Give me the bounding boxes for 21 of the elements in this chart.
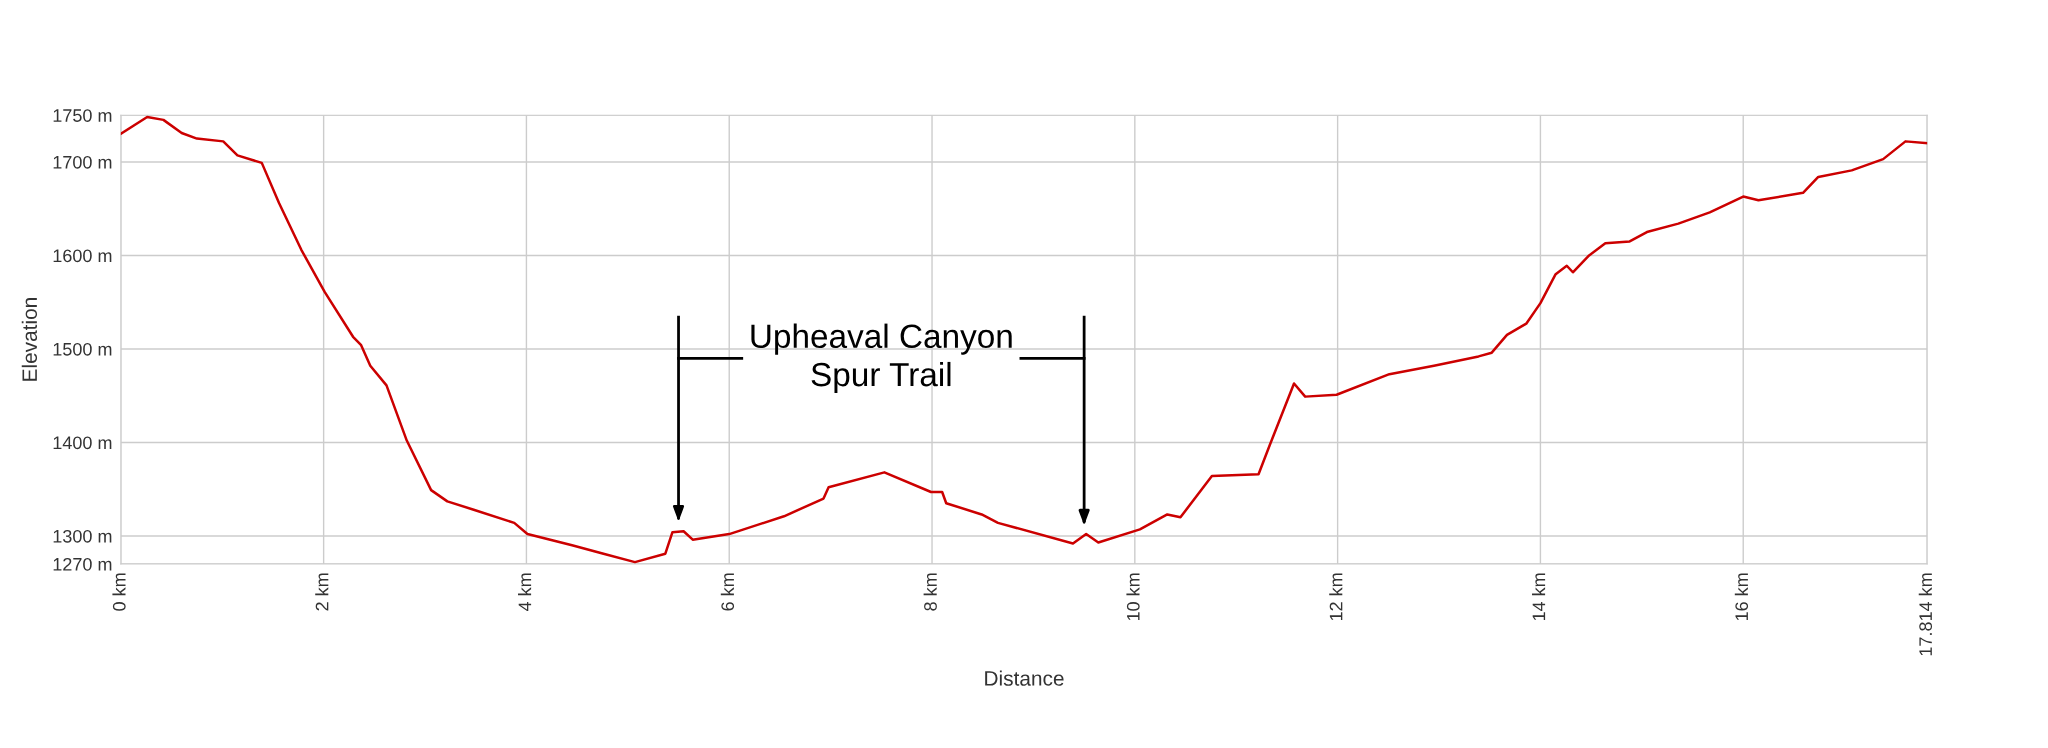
- y-tick-label: 1700 m: [53, 155, 112, 169]
- x-tick-label: 17.814 km: [1918, 573, 1933, 656]
- x-tick-label: 16 km: [1734, 573, 1749, 621]
- y-tick-label: 1600 m: [53, 249, 112, 263]
- x-tick-label: 0 km: [112, 573, 126, 611]
- y-axis-title: Elevation: [21, 298, 38, 381]
- x-tick-label: 4 km: [518, 573, 532, 612]
- x-tick-label: 6 km: [720, 573, 735, 611]
- y-tick-label: 1400 m: [53, 436, 112, 450]
- line-series: [120, 115, 1928, 564]
- x-tick-label: 12 km: [1329, 573, 1343, 621]
- y-tick-label: 1300 m: [53, 529, 112, 543]
- y-tick-label: 1270 m: [53, 557, 112, 571]
- annotation: Upheaval Canyon Spur Trail: [751, 323, 1012, 393]
- x-tick-label: 8 km: [923, 573, 937, 611]
- x-tick-label: 14 km: [1532, 573, 1546, 621]
- x-tick-label: 2 km: [315, 573, 329, 611]
- y-tick-label: 1750 m: [53, 109, 112, 122]
- y-tick-label: 1500 m: [53, 342, 112, 356]
- x-axis-title: Distance: [985, 670, 1064, 686]
- x-tick-label: 10 km: [1126, 573, 1140, 621]
